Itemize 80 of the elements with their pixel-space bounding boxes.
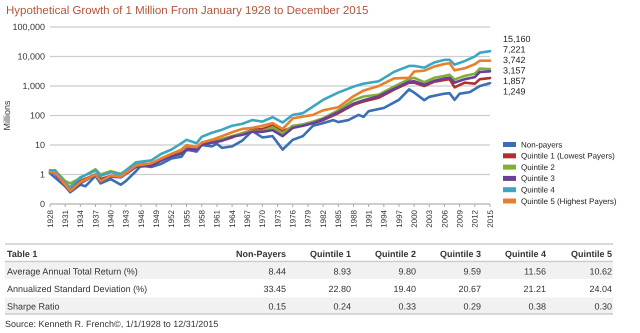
x-tick-label: 1970 [258,209,268,228]
x-tick-label: 1955 [182,209,192,228]
category-label: Sharpe Ratio [7,301,60,312]
category-label: Quintile 1 [310,248,351,259]
category-label: Quintile 4 [504,248,546,259]
x-tick-label: 1979 [304,209,313,228]
y-tick-label: 0 [40,199,45,210]
x-tick-label: 2009 [455,209,464,228]
text: 9.80 [398,266,416,276]
legend-label: Quintile 1 (Lowest Payers) [521,152,616,161]
data-label: 3,742 [503,55,526,65]
x-tick-label: 1937 [91,209,100,228]
category-label: Annualized Standard Deviation (%) [7,284,148,294]
text: 0.33 [398,301,416,312]
category-label: Non-Payers [236,248,286,259]
x-tick-label: 1997 [394,209,404,228]
legend-label: Quintile 3 [521,174,556,184]
text: 33.45 [263,284,286,294]
x-tick-label: 1946 [136,209,146,228]
legend-label: Non-payers [521,140,562,150]
category-label: Average Annual Total Return (%) [7,266,138,276]
x-tick-label: 1982 [318,209,328,228]
x-tick-label: 2006 [440,209,450,228]
y-tick-label: 10,000 [17,52,45,62]
source-note: Source: Kenneth R. French©, 1/1/1928 to 12/31/2015 [5,319,218,330]
text: 24.04 [589,284,612,294]
x-tick-label: 1958 [198,209,207,228]
x-tick-label: 1940 [106,209,116,228]
text: 9.59 [463,266,481,276]
text: Table 1 [7,248,38,259]
data-label: 7,221 [503,44,526,54]
text: 22.80 [328,284,351,294]
x-tick-label: 2015 [486,209,495,228]
x-tick-label: 1964 [228,209,237,228]
category-label: Quintile 5 [570,248,612,259]
data-label: 15,160 [503,34,531,44]
text: 0.24 [333,301,351,312]
x-tick-label: 1961 [212,209,222,228]
text: 20.67 [458,284,481,294]
text: 11.56 [524,266,546,276]
x-tick-label: 1985 [334,209,344,228]
legend-label: Quintile 2 [521,162,556,172]
legend-label: Quintile 4 [521,186,556,194]
y-tick-label: 1,000 [22,81,45,92]
data-label: 1,249 [503,86,526,96]
x-tick-label: 1931 [60,209,70,228]
x-tick-label: 1976 [288,209,298,228]
x-tick-label: 1973 [273,209,282,228]
text: 8.93 [333,266,351,276]
x-tick-label: 1934 [76,209,86,228]
x-tick-label: 1949 [152,209,162,228]
text: 10.62 [589,266,612,276]
x-tick-label: 1928 [46,209,55,228]
x-tick-label: 1967 [243,209,252,228]
y-tick-label: 1 [40,170,45,180]
category-label: Quintile 3 [440,248,481,259]
text: 0.29 [463,301,481,312]
text: 8.44 [268,266,286,276]
chart-title: Hypothetical Growth of 1 Million From January 1928 to December 2015 [6,5,368,17]
text: 0.38 [528,301,546,312]
text: 0.30 [594,301,612,312]
x-tick-label: 2000 [410,209,419,228]
x-tick-label: 1952 [167,209,176,228]
legend-label: Quintile 5 (Highest Payers) [521,196,617,206]
data-label: 1,857 [503,76,526,86]
x-tick-label: 1988 [349,209,358,228]
y-tick-label: 100,000 [12,22,45,32]
text: 21.21 [523,284,546,294]
x-tick-label: 1991 [364,209,374,228]
x-tick-label: 2003 [425,209,434,228]
x-tick-label: 1943 [122,209,131,228]
category-label: Quintile 2 [374,248,416,259]
text: 0.15 [268,301,286,312]
x-tick-label: 2012 [470,209,480,228]
y-tick-label: 100 [30,110,45,121]
y-tick-label: 10 [34,140,45,150]
text: 19.40 [393,284,416,294]
data-label: 3,157 [503,66,526,76]
y-axis-title: Millions [2,100,12,131]
x-tick-label: 1994 [380,209,389,228]
